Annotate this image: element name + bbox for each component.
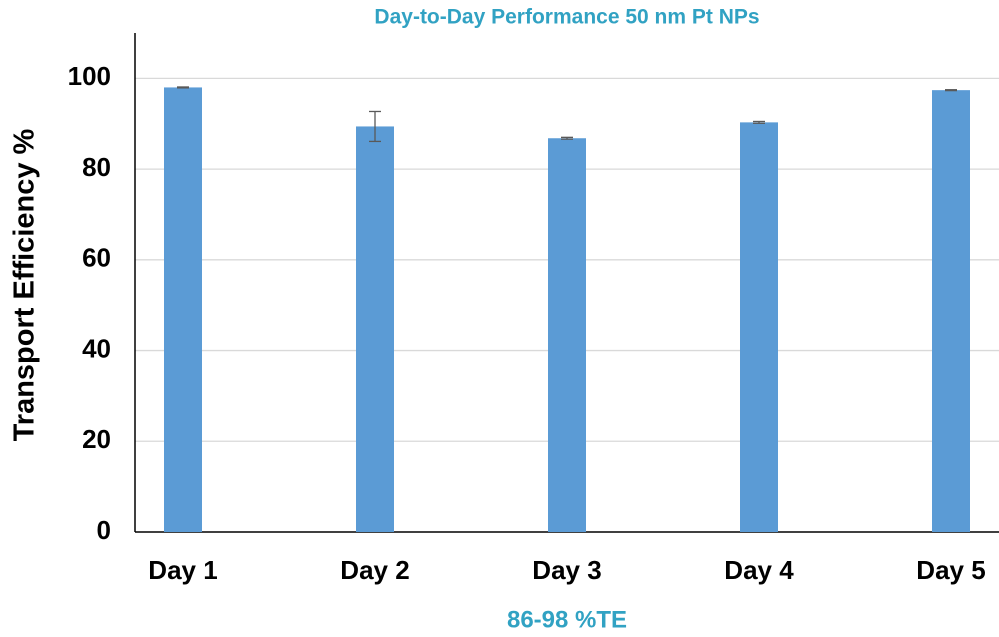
- error-bar: [177, 86, 189, 89]
- y-tick-label: 60: [82, 243, 111, 273]
- error-bar: [369, 110, 381, 143]
- y-tick-label: 20: [82, 424, 111, 454]
- bar: [356, 126, 394, 532]
- x-tick-label: Day 5: [916, 555, 985, 585]
- bar: [932, 90, 970, 533]
- y-tick-label: 40: [82, 333, 111, 363]
- y-axis-title: Transport Efficiency %: [9, 128, 41, 441]
- bar: [740, 122, 778, 532]
- y-tick-label: 80: [82, 152, 111, 182]
- y-tick-label: 100: [68, 61, 111, 91]
- x-axis-title: 86-98 %TE: [507, 606, 627, 633]
- x-tick-label: Day 2: [340, 555, 409, 585]
- x-tick-label: Day 3: [532, 555, 601, 585]
- y-tick-label: 0: [97, 515, 111, 545]
- bar: [548, 138, 586, 532]
- bar: [164, 87, 202, 532]
- error-bar: [753, 120, 765, 124]
- chart-title: Day-to-Day Performance 50 nm Pt NPs: [374, 6, 759, 29]
- error-bar: [945, 89, 957, 92]
- error-bar: [561, 136, 573, 140]
- x-tick-label: Day 1: [148, 555, 217, 585]
- x-tick-label: Day 4: [724, 555, 794, 585]
